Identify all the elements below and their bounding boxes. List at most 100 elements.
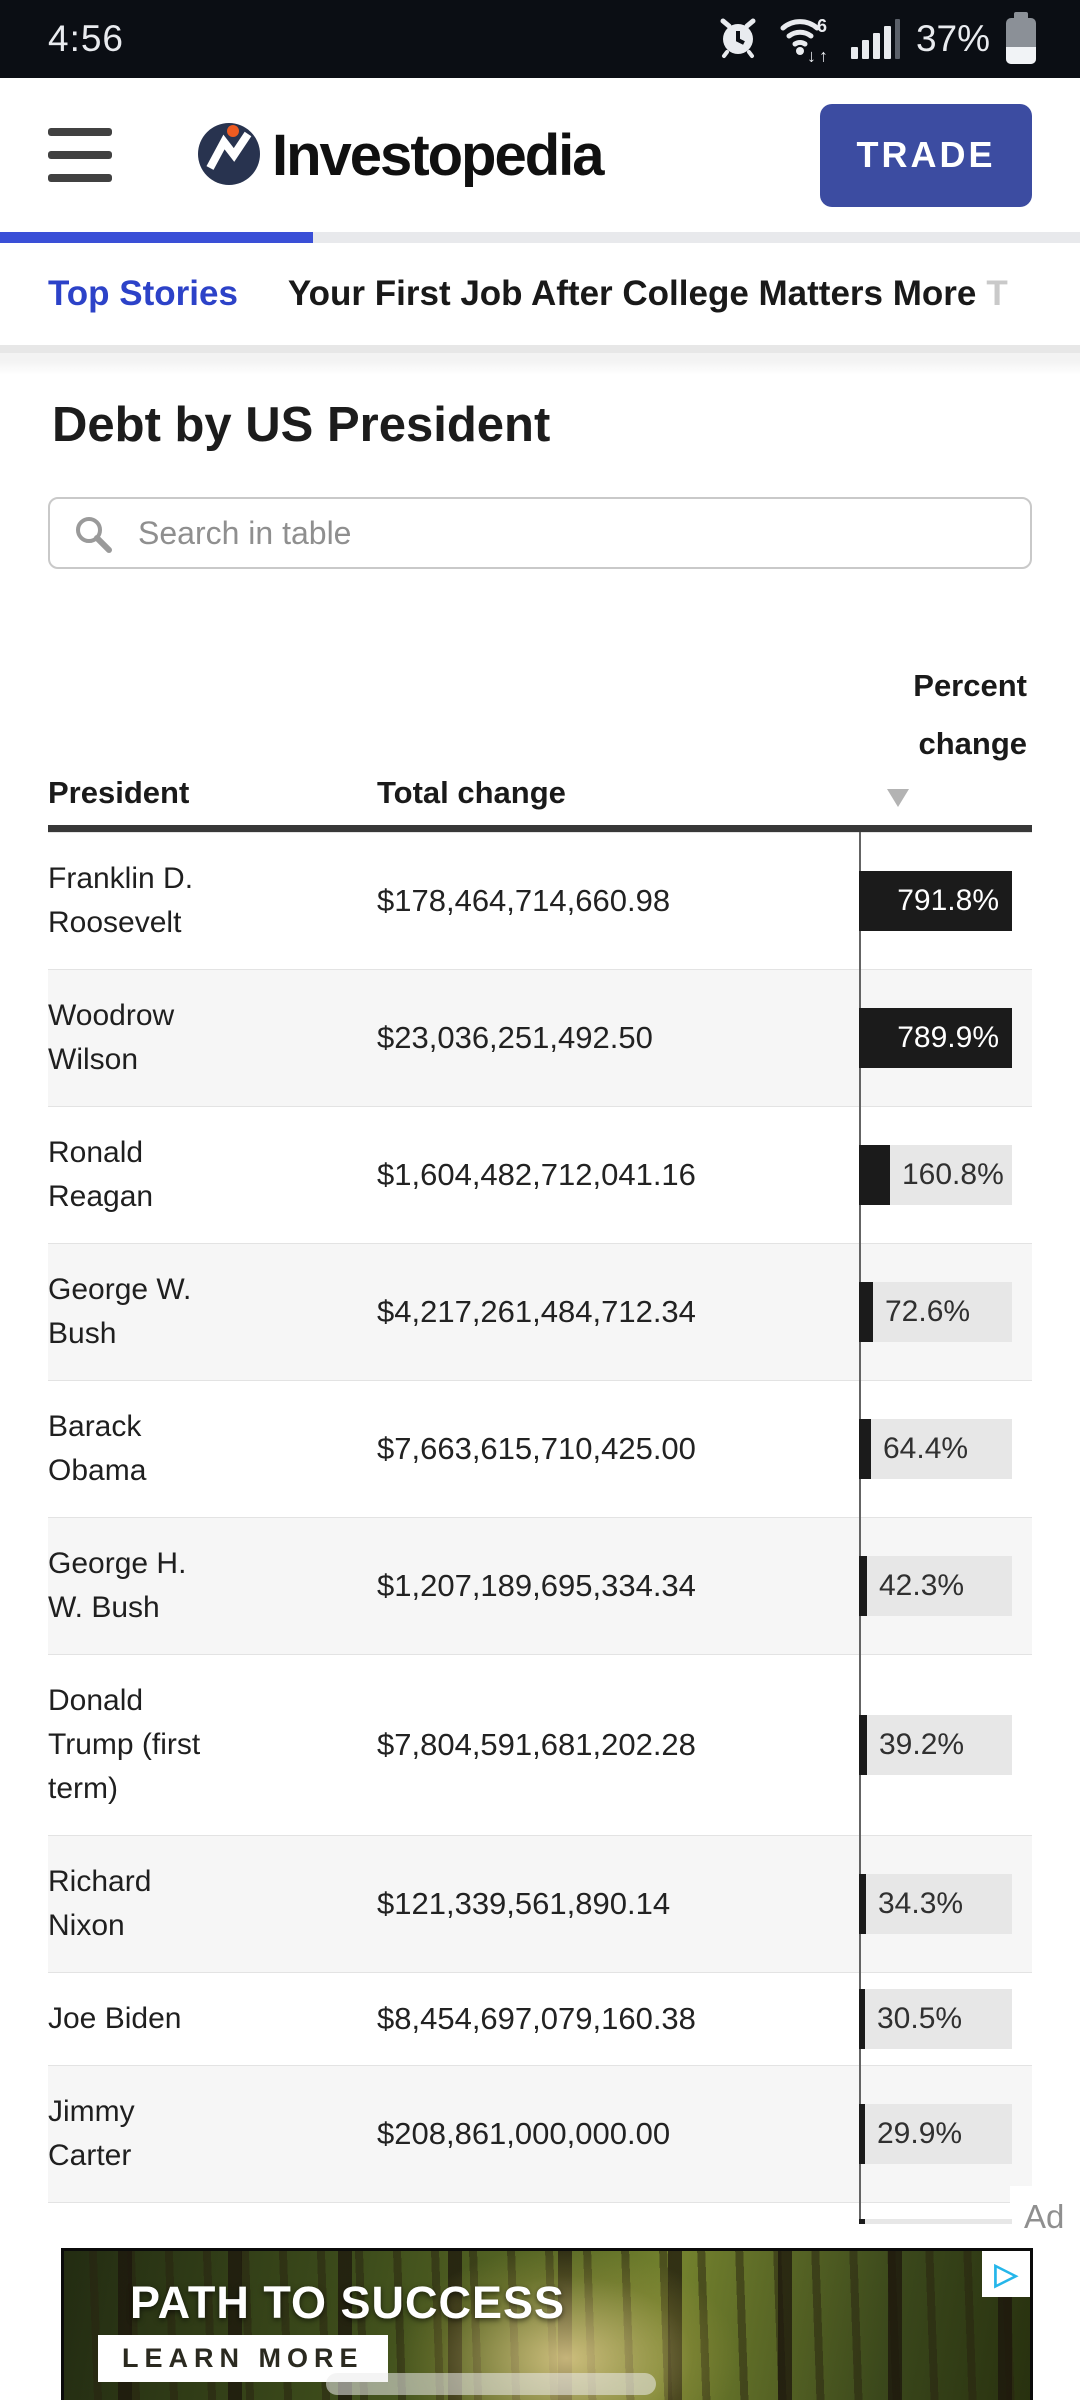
table-row: Woodrow Wilson $23,036,251,492.50 789.9% — [48, 969, 1032, 1106]
percent-bar-track: 160.8% — [859, 1145, 1012, 1205]
battery-percent-text: 37% — [915, 18, 990, 59]
percent-bar-track: 72.6% — [859, 1282, 1012, 1342]
table-header: President Total change Percent change — [48, 657, 1032, 825]
percent-bar-fill — [859, 1989, 865, 2049]
wifi6-arrows-icon: 6 ↓ ↑ — [777, 12, 835, 67]
alarm-icon — [715, 14, 761, 65]
president-name: Barack Obama — [48, 1410, 147, 1487]
president-name: George W. Bush — [48, 1273, 192, 1350]
clock-time: 4:56 — [48, 18, 125, 59]
table-row: Richard Nixon $121,339,561,890.14 34.3% — [48, 1835, 1032, 1972]
percent-bar-track: 789.9% — [859, 1008, 1012, 1068]
percent-bar-fill — [859, 871, 1012, 931]
article-content: Debt by US President President Total cha… — [0, 397, 1080, 2224]
app-header: Investopedia TRADE — [0, 78, 1080, 232]
percent-value: 30.5% — [877, 2002, 963, 2035]
total-change-value: $208,861,000,000.00 — [377, 2116, 671, 2151]
table-row: Donald Trump (first term) $7,804,591,681… — [48, 1654, 1032, 1835]
top-stories-headline[interactable]: Your First Job After College Matters Mor… — [287, 274, 977, 313]
president-name: Franklin D. Roosevelt — [48, 862, 194, 939]
svg-text:↓: ↓ — [807, 46, 816, 62]
page-progress-fill — [0, 232, 314, 243]
ad-marker-label: Ad — [1010, 2186, 1080, 2248]
table-header-rule — [48, 825, 1032, 832]
president-name: Joe Biden — [48, 2002, 182, 2035]
ad-headline: PATH TO SUCCESS — [130, 2277, 566, 2328]
top-stories-bar: Top Stories Your First Job After College… — [0, 243, 1080, 345]
investopedia-logo-icon — [196, 120, 262, 191]
total-change-value: $7,804,591,681,202.28 — [377, 1727, 696, 1762]
percent-bar-fill — [859, 1282, 873, 1342]
search-input[interactable] — [48, 497, 1032, 569]
president-name: Ronald Reagan — [48, 1136, 154, 1213]
table-row-partial — [48, 2202, 1032, 2224]
total-change-value: $4,217,261,484,712.34 — [377, 1294, 696, 1329]
percent-bar-fill — [859, 1145, 890, 1205]
top-stories-headline-truncated: T — [986, 274, 1008, 313]
percent-bar-track — [859, 2219, 1012, 2224]
percent-bar-fill — [859, 1419, 871, 1479]
column-header-president: President — [48, 775, 190, 810]
percent-value: 791.8% — [897, 884, 999, 917]
table-body: Franklin D. Roosevelt $178,464,714,660.9… — [48, 832, 1032, 2224]
section-divider — [0, 345, 1080, 379]
sort-descending-icon[interactable] — [887, 789, 909, 807]
percent-value: 39.2% — [879, 1728, 965, 1761]
percent-bar-fill — [859, 1715, 867, 1775]
brand-wordmark: Investopedia — [272, 122, 605, 188]
table-row: George W. Bush $4,217,261,484,712.34 72.… — [48, 1243, 1032, 1380]
page-title: Debt by US President — [52, 398, 551, 452]
percent-bar-fill — [859, 1556, 867, 1616]
percent-bar-track: 42.3% — [859, 1556, 1012, 1616]
total-change-value: $121,339,561,890.14 — [377, 1886, 671, 1921]
president-name: Jimmy Carter — [48, 2095, 135, 2172]
percent-value: 789.9% — [897, 1021, 999, 1054]
total-change-value: $178,464,714,660.98 — [377, 883, 671, 918]
percent-bar-fill — [859, 2104, 865, 2164]
trade-button[interactable]: TRADE — [820, 103, 1032, 207]
svg-text:6: 6 — [817, 16, 827, 36]
total-change-value: $1,207,189,695,334.34 — [377, 1568, 696, 1603]
top-stories-label[interactable]: Top Stories — [48, 274, 238, 313]
table-row: Franklin D. Roosevelt $178,464,714,660.9… — [48, 832, 1032, 969]
table-row: Joe Biden $8,454,697,079,160.38 30.5% — [48, 1972, 1032, 2065]
percent-bar-fill — [859, 1874, 866, 1934]
percent-bar-track: 29.9% — [859, 2104, 1012, 2164]
percent-bar-track: 39.2% — [859, 1715, 1012, 1775]
table-row: Barack Obama $7,663,615,710,425.00 64.4% — [48, 1380, 1032, 1517]
hamburger-menu-icon[interactable] — [48, 128, 112, 182]
percent-bar-track: 64.4% — [859, 1419, 1012, 1479]
column-header-total-change: Total change — [377, 775, 566, 810]
percent-bar-fill — [859, 1008, 1012, 1068]
president-name: Woodrow Wilson — [48, 999, 175, 1076]
search-icon — [72, 513, 114, 560]
ad-scroll-indicator — [326, 2373, 656, 2395]
table-row: Ronald Reagan $1,604,482,712,041.16 160.… — [48, 1106, 1032, 1243]
status-bar: 4:56 6 ↓ — [0, 0, 1080, 78]
percent-value: 42.3% — [879, 1569, 965, 1602]
battery-charge-level — [1006, 46, 1036, 64]
total-change-value: $8,454,697,079,160.38 — [377, 2001, 696, 2036]
percent-bar-track: 791.8% — [859, 871, 1012, 931]
column-header-percent-change[interactable]: Percent change — [859, 657, 1032, 811]
table-row: Jimmy Carter $208,861,000,000.00 29.9% — [48, 2065, 1032, 2202]
percent-value: 64.4% — [883, 1432, 969, 1465]
ad-banner[interactable]: PATH TO SUCCESS LEARN MORE ▷ — [61, 2248, 1033, 2400]
percent-value: 72.6% — [885, 1295, 971, 1328]
investopedia-logo[interactable]: Investopedia — [196, 120, 605, 191]
percent-bar-track: 30.5% — [859, 1989, 1012, 2049]
percent-value: 160.8% — [902, 1158, 1004, 1191]
percent-value: 34.3% — [878, 1887, 964, 1920]
battery-icon — [1006, 12, 1036, 66]
bar-chart-axis-line — [859, 832, 861, 2224]
adchoices-icon[interactable]: ▷ — [982, 2251, 1030, 2297]
president-name: Donald Trump (first term) — [48, 1684, 201, 1805]
percent-value: 29.9% — [877, 2117, 963, 2150]
table-row: George H. W. Bush $1,207,189,695,334.34 … — [48, 1517, 1032, 1654]
percent-bar-track: 34.3% — [859, 1874, 1012, 1934]
page-progress-bar — [0, 232, 1080, 243]
signal-strength-icon — [850, 19, 900, 59]
table-search — [48, 497, 1032, 569]
total-change-value: $1,604,482,712,041.16 — [377, 1157, 696, 1192]
